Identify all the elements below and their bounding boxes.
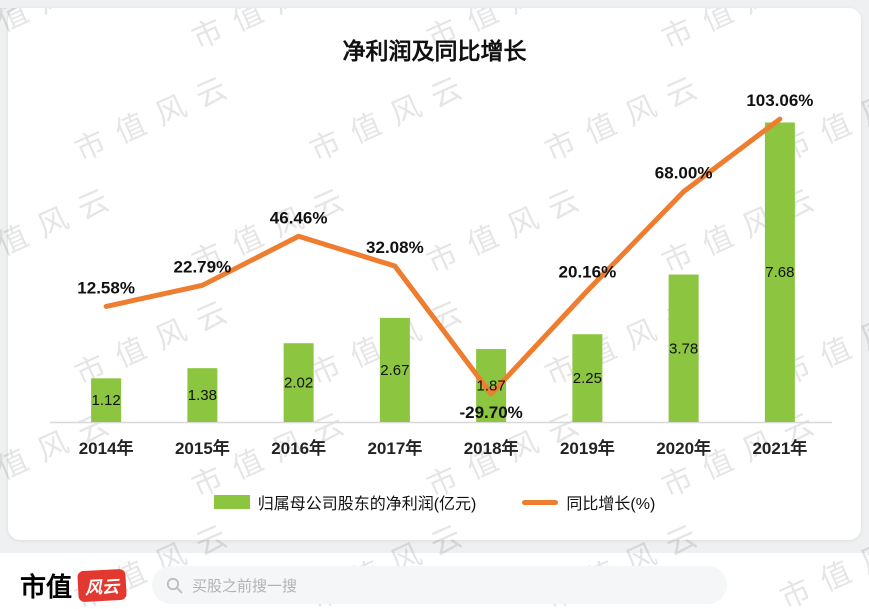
bar-value-label: 7.68 xyxy=(765,264,794,281)
legend-line-label: 同比增长(%) xyxy=(566,496,656,513)
x-axis-label: 2019年 xyxy=(560,438,615,458)
x-axis-label: 2015年 xyxy=(175,438,230,458)
bar-value-label: 1.12 xyxy=(92,392,121,409)
bar-2015年 xyxy=(187,368,218,422)
bar-2021年 xyxy=(764,122,795,423)
bar-2016年 xyxy=(283,343,314,422)
growth-value-label: 22.79% xyxy=(174,257,232,276)
growth-value-label: -29.70% xyxy=(459,403,522,422)
legend-bar-swatch xyxy=(213,495,250,509)
bar-value-label: 3.78 xyxy=(669,340,698,357)
bar-value-label: 1.38 xyxy=(188,387,217,404)
growth-value-label: 46.46% xyxy=(270,208,328,227)
growth-value-label: 32.08% xyxy=(366,238,424,257)
growth-value-label: 12.58% xyxy=(77,278,135,297)
brand-logo: 市值 风云 xyxy=(20,567,127,604)
page: 市值风云市值风云市值风云市值风云市值风云市值风云市值风云市值风云市值风云市值风云… xyxy=(0,8,869,609)
search-icon xyxy=(166,577,183,593)
x-axis-label: 2018年 xyxy=(464,438,519,458)
search-bar[interactable]: 买股之前搜一搜 xyxy=(152,566,728,604)
chart-legend: 归属母公司股东的净利润(亿元) 同比增长(%) xyxy=(8,490,861,514)
x-axis-label: 2017年 xyxy=(367,438,422,458)
footer-bar: 市值 风云 买股之前搜一搜 xyxy=(0,553,869,609)
legend-line-swatch xyxy=(522,499,559,505)
bar-value-label: 2.02 xyxy=(284,375,313,392)
brand-logo-text: 市值 xyxy=(20,572,73,602)
growth-line xyxy=(103,116,783,397)
combo-chart: 1.12 1.38 2.02 2.67 1.87 2.25 3.78 7.68 12.58% 22… xyxy=(50,91,832,458)
growth-value-label: 103.06% xyxy=(746,91,813,110)
chart-title: 净利润及同比增长 xyxy=(342,38,527,64)
x-axis-label: 2016年 xyxy=(271,438,326,458)
bar-value-label: 1.87 xyxy=(477,378,506,395)
x-axis-label: 2014年 xyxy=(79,438,134,458)
bar-2014年 xyxy=(91,378,122,422)
chart-card: 净利润及同比增长 1.12 1.38 2.02 2.67 1.87 2.25 3.78 7.6… xyxy=(8,8,861,540)
growth-value-label: 20.16% xyxy=(559,263,617,282)
x-axis-label: 2020年 xyxy=(656,438,711,458)
bar-value-label: 2.67 xyxy=(380,362,409,379)
bar-2019年 xyxy=(572,334,603,422)
bar-value-label: 2.25 xyxy=(573,370,602,387)
bar-2017年 xyxy=(379,317,410,422)
growth-value-label: 68.00% xyxy=(655,164,713,183)
bar-2020年 xyxy=(668,274,699,422)
legend-bar-label: 归属母公司股东的净利润(亿元) xyxy=(257,496,477,513)
search-placeholder: 买股之前搜一搜 xyxy=(192,577,298,595)
x-axis-label: 2021年 xyxy=(752,438,807,458)
brand-logo-badge: 风云 xyxy=(77,568,127,602)
